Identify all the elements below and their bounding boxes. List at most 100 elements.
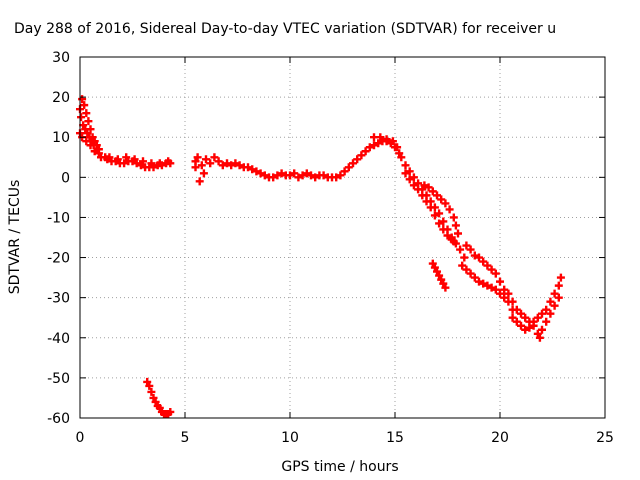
data-point bbox=[244, 163, 252, 172]
data-point bbox=[435, 271, 444, 280]
data-point bbox=[451, 221, 460, 230]
data-point bbox=[357, 151, 366, 160]
data-point bbox=[458, 261, 467, 270]
y-tick-label: -50 bbox=[47, 371, 70, 387]
data-point bbox=[382, 135, 391, 144]
data-point bbox=[483, 261, 492, 270]
data-point bbox=[475, 277, 483, 286]
data-point bbox=[538, 325, 546, 334]
data-point bbox=[260, 171, 269, 180]
data-point bbox=[487, 265, 496, 274]
data-point bbox=[370, 141, 378, 150]
data-point bbox=[80, 101, 89, 110]
data-point bbox=[227, 161, 236, 170]
data-point bbox=[89, 141, 98, 150]
data-point bbox=[147, 387, 156, 396]
data-point bbox=[546, 309, 555, 318]
data-point bbox=[409, 181, 418, 190]
data-point bbox=[319, 171, 328, 180]
data-point bbox=[87, 137, 96, 146]
y-tick-label: -30 bbox=[47, 291, 70, 307]
data-point bbox=[456, 245, 465, 254]
data-point bbox=[508, 313, 517, 322]
data-point bbox=[517, 321, 525, 330]
data-point bbox=[462, 265, 471, 274]
data-point bbox=[147, 159, 156, 168]
data-point bbox=[78, 95, 87, 104]
data-point bbox=[136, 161, 145, 170]
data-points bbox=[76, 95, 565, 418]
data-point bbox=[414, 185, 423, 194]
data-point bbox=[512, 317, 521, 326]
data-point bbox=[479, 257, 488, 266]
x-axis-label: GPS time / hours bbox=[281, 459, 398, 475]
data-point bbox=[538, 309, 546, 318]
data-point bbox=[533, 313, 542, 322]
data-point bbox=[374, 139, 383, 148]
data-point bbox=[286, 171, 294, 180]
data-point bbox=[105, 153, 114, 162]
data-point bbox=[132, 159, 141, 168]
x-tick-label: 15 bbox=[386, 430, 404, 446]
data-point bbox=[405, 175, 414, 184]
data-point bbox=[441, 199, 450, 208]
x-tick-label: 10 bbox=[281, 430, 299, 446]
data-point bbox=[500, 285, 509, 294]
data-point bbox=[521, 313, 530, 322]
data-point bbox=[256, 169, 265, 178]
data-point bbox=[466, 269, 475, 278]
data-point bbox=[298, 171, 307, 180]
data-point bbox=[521, 325, 530, 334]
data-point bbox=[479, 279, 488, 288]
data-point bbox=[491, 269, 500, 278]
axis-ticks: 0 5 10 15 20 25 30 20 10 0 -10 -20 -30 -40 -50 -60 bbox=[47, 50, 614, 446]
data-point bbox=[433, 191, 441, 200]
data-point bbox=[302, 169, 311, 178]
data-point bbox=[483, 281, 492, 290]
x-tick-label: 20 bbox=[491, 430, 509, 446]
data-point bbox=[149, 163, 158, 172]
data-point bbox=[517, 309, 525, 318]
data-point bbox=[525, 323, 534, 332]
data-point bbox=[94, 149, 103, 158]
data-point bbox=[542, 317, 551, 326]
data-point bbox=[504, 297, 513, 306]
data-point bbox=[491, 285, 500, 294]
data-point bbox=[145, 381, 154, 390]
data-point bbox=[401, 161, 410, 170]
data-point bbox=[210, 153, 219, 162]
data-point bbox=[81, 125, 90, 134]
data-point bbox=[82, 109, 91, 118]
data-point bbox=[122, 153, 131, 162]
data-point bbox=[231, 159, 240, 168]
data-point bbox=[439, 279, 448, 288]
data-point bbox=[418, 191, 427, 200]
data-point bbox=[535, 333, 544, 342]
data-point bbox=[130, 155, 139, 164]
data-point bbox=[294, 173, 303, 182]
data-point bbox=[428, 259, 437, 268]
data-point bbox=[475, 253, 483, 262]
data-point bbox=[542, 305, 551, 314]
data-point bbox=[424, 183, 433, 192]
data-point bbox=[435, 219, 444, 228]
data-point bbox=[445, 205, 454, 214]
x-tick-label: 0 bbox=[76, 430, 85, 446]
data-point bbox=[193, 153, 202, 162]
data-point bbox=[273, 171, 282, 180]
data-point bbox=[487, 283, 496, 292]
data-point bbox=[197, 161, 206, 170]
data-point bbox=[248, 165, 257, 174]
data-point bbox=[433, 267, 441, 276]
data-point bbox=[84, 117, 93, 126]
data-point bbox=[405, 167, 414, 176]
data-point bbox=[439, 217, 448, 226]
data-point bbox=[496, 277, 504, 286]
data-point bbox=[269, 173, 278, 182]
data-point bbox=[199, 169, 208, 178]
data-point bbox=[83, 129, 92, 138]
y-tick-label: 10 bbox=[52, 130, 70, 146]
data-point bbox=[449, 213, 458, 222]
plot-frame bbox=[79, 56, 606, 419]
